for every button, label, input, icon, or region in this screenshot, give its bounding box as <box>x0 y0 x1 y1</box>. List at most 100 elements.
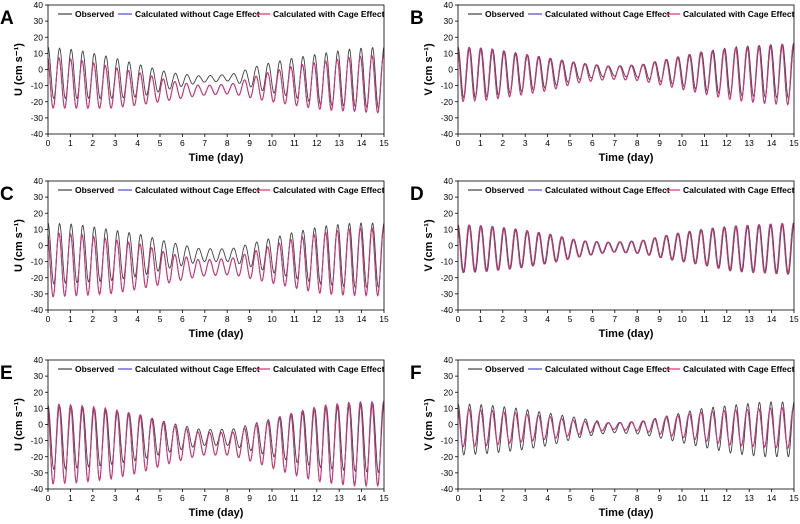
y-tick-label-a: 10 <box>34 48 44 58</box>
legend-label-with-cage-b: Calculated with Cage Effect <box>683 9 795 19</box>
panel-letter-b: B <box>410 8 424 29</box>
x-tick-label-b: 11 <box>700 138 709 148</box>
y-tick-label-f: 0 <box>448 420 453 430</box>
x-tick-label-a: 5 <box>158 138 163 148</box>
x-tick-label-e: 13 <box>334 493 344 503</box>
x-tick-label-f: 15 <box>789 493 799 503</box>
x-tick-label-c: 0 <box>46 314 51 324</box>
legend-label-without-cage-d: Calculated without Cage Effect <box>545 185 670 195</box>
x-tick-label-c: 3 <box>113 314 118 324</box>
x-tick-label-a: 3 <box>113 138 118 148</box>
x-tick-label-b: 5 <box>568 138 573 148</box>
x-tick-label-a: 0 <box>46 138 51 148</box>
x-tick-label-e: 4 <box>135 493 140 503</box>
x-tick-label-d: 10 <box>677 314 687 324</box>
x-tick-label-d: 14 <box>767 314 777 324</box>
x-tick-label-b: 1 <box>478 138 483 148</box>
y-tick-label-d: -20 <box>441 273 454 283</box>
x-tick-label-c: 2 <box>90 314 95 324</box>
y-tick-label-e: 30 <box>34 371 44 381</box>
y-axis-title-b: V (cm s⁻¹) <box>423 43 435 96</box>
x-tick-label-b: 10 <box>677 138 687 148</box>
panel-letter-a: A <box>0 8 14 29</box>
x-tick-label-f: 5 <box>568 493 573 503</box>
x-tick-label-c: 8 <box>225 314 230 324</box>
x-axis-title-a: Time (day) <box>189 152 244 164</box>
y-tick-label-e: -10 <box>31 436 44 446</box>
x-tick-label-d: 0 <box>456 314 461 324</box>
x-tick-label-f: 3 <box>523 493 528 503</box>
x-tick-label-d: 7 <box>612 314 617 324</box>
x-tick-label-f: 8 <box>635 493 640 503</box>
legend-b: Observed Calculated without Cage Effect Ca… <box>468 9 795 19</box>
x-tick-label-f: 4 <box>545 493 550 503</box>
x-tick-label-d: 5 <box>568 314 573 324</box>
y-tick-label-c: 10 <box>34 224 44 234</box>
y-tick-label-d: 10 <box>444 224 454 234</box>
legend-label-observed-b: Observed <box>485 9 524 19</box>
x-tick-label-b: 6 <box>590 138 595 148</box>
y-tick-label-a: -10 <box>31 81 44 91</box>
legend-label-with-cage-a: Calculated with Cage Effect <box>273 9 385 19</box>
y-tick-label-d: 20 <box>444 208 454 218</box>
legend-label-observed-d: Observed <box>485 185 524 195</box>
x-tick-label-b: 13 <box>744 138 754 148</box>
x-tick-label-b: 9 <box>657 138 662 148</box>
y-tick-label-b: 20 <box>444 32 454 42</box>
y-tick-label-c: 30 <box>34 192 44 202</box>
legend-label-observed-a: Observed <box>75 9 114 19</box>
y-tick-label-c: -30 <box>31 289 44 299</box>
legend-label-without-cage-a: Calculated without Cage Effect <box>135 9 260 19</box>
y-axis-title-a: U (cm s⁻¹) <box>13 43 25 96</box>
y-tick-label-b: 40 <box>444 0 454 10</box>
y-tick-label-c: -10 <box>31 257 44 267</box>
x-tick-label-d: 8 <box>635 314 640 324</box>
x-axis-title-c: Time (day) <box>189 328 244 340</box>
y-tick-label-f: -30 <box>441 468 454 478</box>
x-tick-label-f: 2 <box>500 493 505 503</box>
y-tick-label-e: -20 <box>31 452 44 462</box>
x-tick-label-e: 11 <box>290 493 299 503</box>
y-tick-label-c: 40 <box>34 176 44 186</box>
x-tick-label-d: 3 <box>523 314 528 324</box>
x-tick-label-e: 14 <box>357 493 367 503</box>
x-tick-label-b: 12 <box>722 138 732 148</box>
legend-label-with-cage-e: Calculated with Cage Effect <box>273 364 385 374</box>
legend-f: Observed Calculated without Cage Effect Ca… <box>468 364 795 374</box>
y-tick-label-d: 30 <box>444 192 454 202</box>
y-tick-label-e: 20 <box>34 387 44 397</box>
x-tick-label-a: 14 <box>357 138 367 148</box>
y-tick-label-b: -20 <box>441 97 454 107</box>
x-tick-label-f: 14 <box>767 493 777 503</box>
y-tick-label-f: 40 <box>444 355 454 365</box>
series-with-cage-a <box>47 53 385 114</box>
legend-label-with-cage-c: Calculated with Cage Effect <box>273 185 385 195</box>
x-tick-label-b: 4 <box>545 138 550 148</box>
y-axis-title-c: U (cm s⁻¹) <box>13 219 25 272</box>
x-tick-label-c: 5 <box>158 314 163 324</box>
x-tick-label-c: 14 <box>357 314 367 324</box>
y-tick-label-d: 0 <box>448 241 453 251</box>
x-tick-label-f: 1 <box>478 493 483 503</box>
series-with-cage-c <box>47 226 385 298</box>
series-with-cage-b <box>457 42 795 106</box>
x-tick-label-f: 10 <box>677 493 687 503</box>
x-tick-label-d: 15 <box>789 314 799 324</box>
y-tick-label-b: 30 <box>444 16 454 26</box>
y-tick-label-d: -30 <box>441 289 454 299</box>
x-tick-label-e: 10 <box>267 493 277 503</box>
x-tick-label-b: 7 <box>612 138 617 148</box>
x-tick-label-a: 4 <box>135 138 140 148</box>
x-tick-label-f: 7 <box>612 493 617 503</box>
y-tick-label-a: 0 <box>38 65 43 75</box>
x-tick-label-a: 11 <box>290 138 299 148</box>
x-tick-label-a: 8 <box>225 138 230 148</box>
legend-label-observed-c: Observed <box>75 185 114 195</box>
panel-letter-d: D <box>410 184 424 205</box>
y-tick-label-e: 40 <box>34 355 44 365</box>
